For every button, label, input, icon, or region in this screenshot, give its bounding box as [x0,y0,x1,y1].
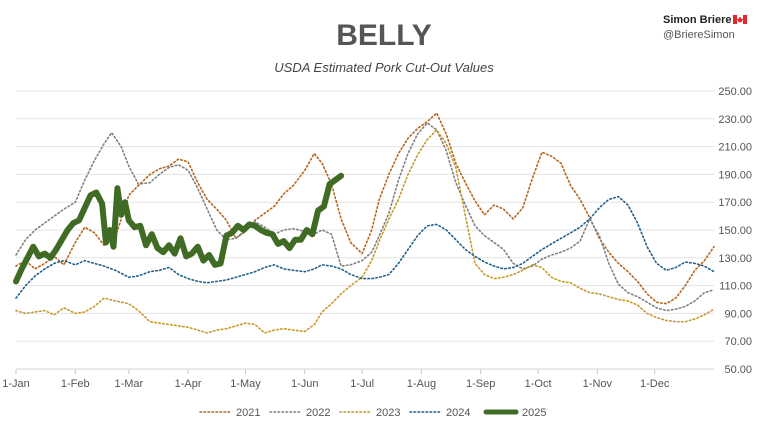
legend-label-2024: 2024 [446,407,470,419]
series-line-2021 [15,112,715,305]
legend-label-2025: 2025 [522,407,546,419]
series-group [13,112,715,334]
y-tick-label: 130.00 [718,253,752,265]
x-tick-label: 1-Dec [640,378,670,390]
y-tick-label: 250.00 [718,86,752,98]
y-tick-label: 150.00 [718,225,752,237]
x-tick-label: 1-Mar [114,378,143,390]
x-tick-label: 1-Sep [466,378,495,390]
x-tick-label: 1-Oct [525,378,552,390]
legend-label-2022: 2022 [306,407,330,419]
x-tick-label: 1-Aug [407,378,436,390]
grid [16,90,714,370]
x-tick-label: 1-Jan [2,378,30,390]
y-tick-label: 230.00 [718,114,752,126]
y-tick-label: 50.00 [724,364,752,376]
y-axis: 50.00 70.00 90.00 110.00 130.00 150.00 170.00 1… [718,86,752,376]
series-line-2024 [15,195,715,299]
canada-flag-icon [733,15,747,24]
y-tick-label: 70.00 [724,336,752,348]
legend-label-2023: 2023 [376,407,400,419]
series-line-2022 [15,122,715,312]
y-tick-label: 90.00 [724,308,752,320]
legend: 2021 2022 2023 2024 2025 [199,407,546,419]
series-line-2025 [13,172,345,285]
legend-label-2021: 2021 [236,407,260,419]
series-line-2023 [15,129,715,334]
chart-subtitle: USDA Estimated Pork Cut-Out Values [274,60,494,75]
x-axis: 1-Jan 1-Feb 1-Mar 1-Apr 1-May 1-Jun 1-Jul 1-Aug… [2,369,670,390]
y-tick-label: 110.00 [719,281,752,293]
x-tick-label: 1-Nov [583,378,613,390]
x-tick-label: 1-Apr [175,378,202,390]
x-tick-label: 1-Feb [61,378,90,390]
y-tick-label: 190.00 [718,169,752,181]
credit-name: Simon Briere [663,14,731,26]
x-tick-label: 1-Jun [291,378,319,390]
y-tick-label: 210.00 [718,142,752,154]
y-tick-label: 170.00 [718,197,752,209]
chart-title: BELLY [336,19,432,52]
x-tick-label: 1-May [230,378,261,390]
x-tick-label: 1-Jul [350,378,374,390]
credit-handle: @BriereSimon [663,29,735,41]
credit-block: Simon Briere @BriereSimon [663,14,747,41]
